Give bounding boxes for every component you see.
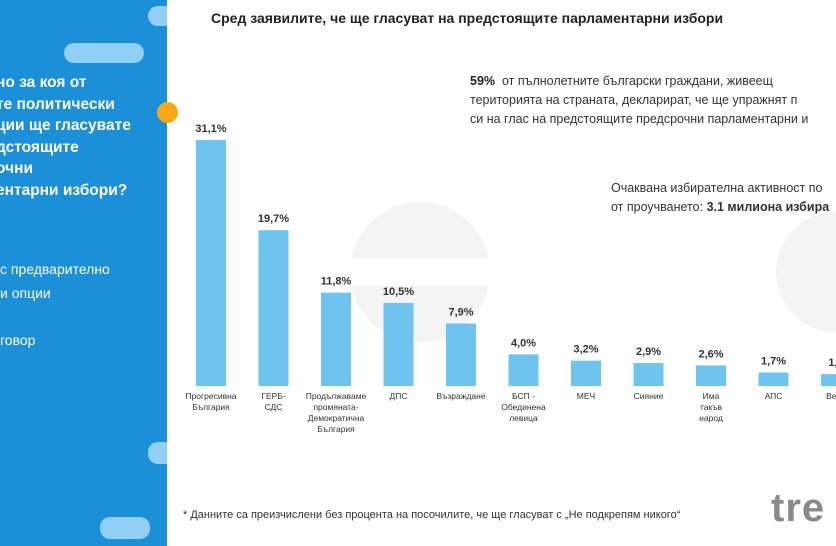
decor-pill [148, 442, 167, 464]
value-label: 19,7% [258, 213, 289, 225]
category-label: Сияние [634, 391, 664, 401]
accent-dot [157, 102, 178, 123]
sidebar-panel: но за коя от те политически ции ще гласу… [0, 0, 167, 546]
option-text: и опции [0, 285, 51, 301]
survey-question: но за коя от те политически ции ще гласу… [0, 72, 166, 202]
info-line: 59% от пълнолетните български граждани, … [470, 72, 808, 91]
bar [321, 292, 351, 386]
category-label: МЕЧ [577, 391, 595, 401]
info-percent: 59% [470, 74, 496, 88]
category-label: Вели [826, 391, 836, 401]
watermark-circle [776, 212, 836, 332]
value-label: 4,0% [511, 337, 536, 349]
category-label: Има [703, 391, 720, 401]
bar [758, 372, 789, 386]
category-label: Прогресивна [185, 391, 236, 401]
option-text: говор [0, 332, 36, 348]
turnout-line: Очаквана избирателна активност по [611, 181, 823, 195]
category-label: такъв [700, 402, 723, 412]
category-label: ГЕРБ- [261, 391, 286, 401]
bars-layer: 31,1%ПрогресивнаБългария19,7%ГЕРБ-СДС11,… [185, 123, 836, 434]
value-label: 7,9% [448, 307, 473, 319]
category-label: промяната- [313, 402, 358, 412]
turnout-prefix: от проучването: [611, 200, 704, 214]
bar [196, 140, 226, 386]
info-line-text: от пълнолетните български граждани, живе… [501, 74, 773, 88]
decor-pill [100, 517, 150, 539]
question-line: ции ще гласувате [0, 117, 131, 135]
value-label: 2,9% [636, 346, 661, 358]
question-line: но за коя от [0, 74, 87, 91]
info-line: територията на страната, декларират, че … [470, 93, 798, 107]
question-line: дстоящите [0, 138, 79, 156]
turnout-line: от проучването: 3.1 милиона избира [611, 198, 829, 217]
category-label: Продължаваме [306, 391, 367, 401]
category-label: БСП - [512, 391, 535, 401]
bar [508, 354, 539, 386]
bar [446, 323, 476, 386]
decor-pill [64, 43, 144, 63]
info-line: си на глас на предстоящите предсрочни па… [470, 112, 809, 126]
info-text: 59% от пълнолетните български граждани, … [470, 72, 808, 129]
value-label: 10,5% [383, 286, 414, 298]
value-label: 31,1% [195, 123, 226, 135]
category-label: СДС [265, 402, 283, 412]
turnout-value: 3.1 милиона избира [706, 200, 830, 214]
value-label: 1,5 [828, 357, 836, 369]
bar [383, 302, 414, 386]
category-label: България [317, 424, 355, 434]
turnout-text: Очаквана избирателна активност по от про… [611, 179, 829, 217]
category-label: Демократична [308, 413, 365, 423]
bta-watermark [350, 202, 836, 342]
category-label: ДПС [389, 391, 407, 401]
bar [696, 365, 726, 386]
bar [821, 374, 836, 386]
footnote: * Данните са преизчислени без процента н… [183, 509, 681, 521]
brand-logo: tre [771, 486, 826, 530]
category-label: България [192, 402, 230, 412]
category-label: Възраждане [436, 391, 485, 401]
decor-pill [148, 6, 167, 26]
watermark-band [350, 258, 490, 286]
value-label: 2,6% [698, 348, 723, 360]
category-label: Обединена [501, 402, 546, 412]
value-label: 11,8% [321, 276, 352, 288]
category-label: левица [509, 413, 538, 423]
category-label: АПС [765, 391, 783, 401]
option-text: с предварително [0, 261, 110, 277]
chart-title: Сред заявилите, че ще гласуват на предст… [211, 10, 724, 26]
question-line: ентарни избори? [0, 181, 128, 199]
bar [571, 360, 601, 386]
category-label: народ [699, 413, 723, 423]
value-label: 3,2% [573, 344, 598, 356]
bar [633, 363, 664, 386]
question-line: очни [0, 160, 33, 178]
question-line: те политически [0, 95, 115, 113]
value-label: 1,7% [761, 356, 786, 368]
bar [258, 230, 289, 386]
